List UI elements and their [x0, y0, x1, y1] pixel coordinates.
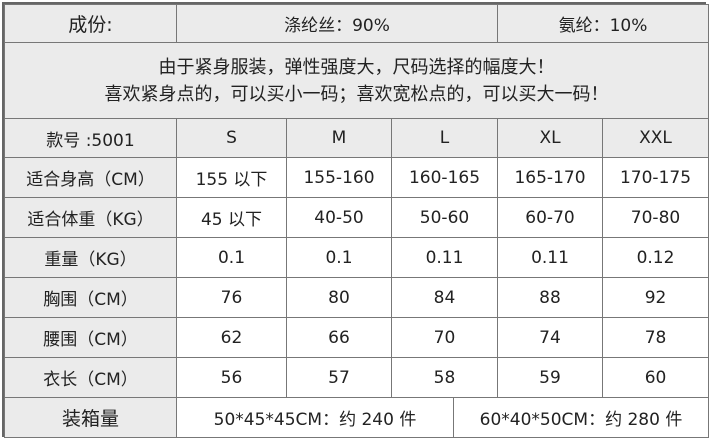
notes: 由于紧身服装，弹性强度大，尺码选择的幅度大！ 喜欢紧身点的，可以买小一码；喜欢宽… — [3, 42, 709, 119]
packing-label: 装箱量 — [4, 397, 177, 438]
row-label: 腰围（CM） — [4, 317, 177, 358]
size-header: M — [286, 118, 392, 158]
cell: 57 — [286, 357, 392, 398]
table-row: 适合身高（CM） 155 以下 155-160 160-165 165-170 … — [4, 157, 709, 198]
table-row: 适合体重（KG） 45 以下 40-50 50-60 60-70 70-80 — [4, 197, 709, 238]
cell: 59 — [497, 357, 603, 398]
cell: 165-170 — [497, 157, 603, 198]
table-row: 腰围（CM） 62 66 70 74 78 — [4, 317, 709, 358]
packing-box-1: 50*45*45CM：约 240 件 — [176, 397, 454, 438]
cell: 50-60 — [391, 197, 498, 238]
size-header: XL — [497, 118, 603, 158]
cell: 84 — [391, 277, 498, 318]
cell: 78 — [601, 317, 709, 358]
cell: 58 — [391, 357, 498, 398]
composition-label: 成份: — [4, 4, 177, 43]
row-label: 胸围（CM） — [4, 277, 177, 318]
row-label: 适合体重（KG） — [4, 197, 177, 238]
cell: 45 以下 — [176, 197, 287, 238]
cell: 70 — [391, 317, 498, 358]
cell: 92 — [601, 277, 709, 318]
cell: 170-175 — [601, 157, 709, 198]
model-number: 款号 :5001 — [4, 118, 177, 158]
cell: 60 — [601, 357, 709, 398]
cell: 66 — [286, 317, 392, 358]
cell: 88 — [497, 277, 603, 318]
packing-row: 装箱量 50*45*45CM：约 240 件 60*40*50CM：约 280 … — [4, 397, 709, 438]
cell: 74 — [497, 317, 603, 358]
size-header-row: 款号 :5001 S M L XL XXL — [4, 118, 709, 158]
cell: 155-160 — [286, 157, 392, 198]
cell: 80 — [286, 277, 392, 318]
row-label: 衣长（CM） — [4, 357, 177, 398]
size-header: S — [176, 118, 287, 158]
table-row: 衣长（CM） 56 57 58 59 60 — [4, 357, 709, 398]
size-header: XXL — [601, 118, 709, 158]
cell: 0.1 — [176, 237, 287, 278]
cell: 76 — [176, 277, 287, 318]
cell: 0.11 — [497, 237, 603, 278]
spandex-value: 氨纶：10% — [496, 4, 709, 43]
cell: 160-165 — [391, 157, 498, 198]
polyester-value: 涤纶丝：90% — [176, 4, 498, 43]
table-row: 胸围（CM） 76 80 84 88 92 — [4, 277, 709, 318]
cell: 0.12 — [601, 237, 709, 278]
note-line: 喜欢紧身点的，可以买小一码；喜欢宽松点的，可以买大一码！ — [104, 83, 609, 105]
table-row: 重量（KG） 0.1 0.1 0.11 0.11 0.12 — [4, 237, 709, 278]
cell: 40-50 — [286, 197, 392, 238]
cell: 62 — [176, 317, 287, 358]
cell: 56 — [176, 357, 287, 398]
cell: 70-80 — [601, 197, 709, 238]
size-table: 成份: 涤纶丝：90% 氨纶：10% 由于紧身服装，弹性强度大，尺码选择的幅度大… — [3, 4, 709, 438]
composition-row: 成份: 涤纶丝：90% 氨纶：10% — [4, 4, 709, 43]
packing-box-2: 60*40*50CM：约 280 件 — [452, 397, 709, 438]
row-label: 重量（KG） — [4, 237, 177, 278]
cell: 60-70 — [497, 197, 603, 238]
cell: 155 以下 — [176, 157, 287, 198]
notes-row: 由于紧身服装，弹性强度大，尺码选择的幅度大！ 喜欢紧身点的，可以买小一码；喜欢宽… — [3, 42, 709, 119]
note-line: 由于紧身服装，弹性强度大，尺码选择的幅度大！ — [158, 56, 555, 78]
cell: 0.11 — [391, 237, 498, 278]
row-label: 适合身高（CM） — [4, 157, 177, 198]
cell: 0.1 — [286, 237, 392, 278]
size-header: L — [391, 118, 498, 158]
